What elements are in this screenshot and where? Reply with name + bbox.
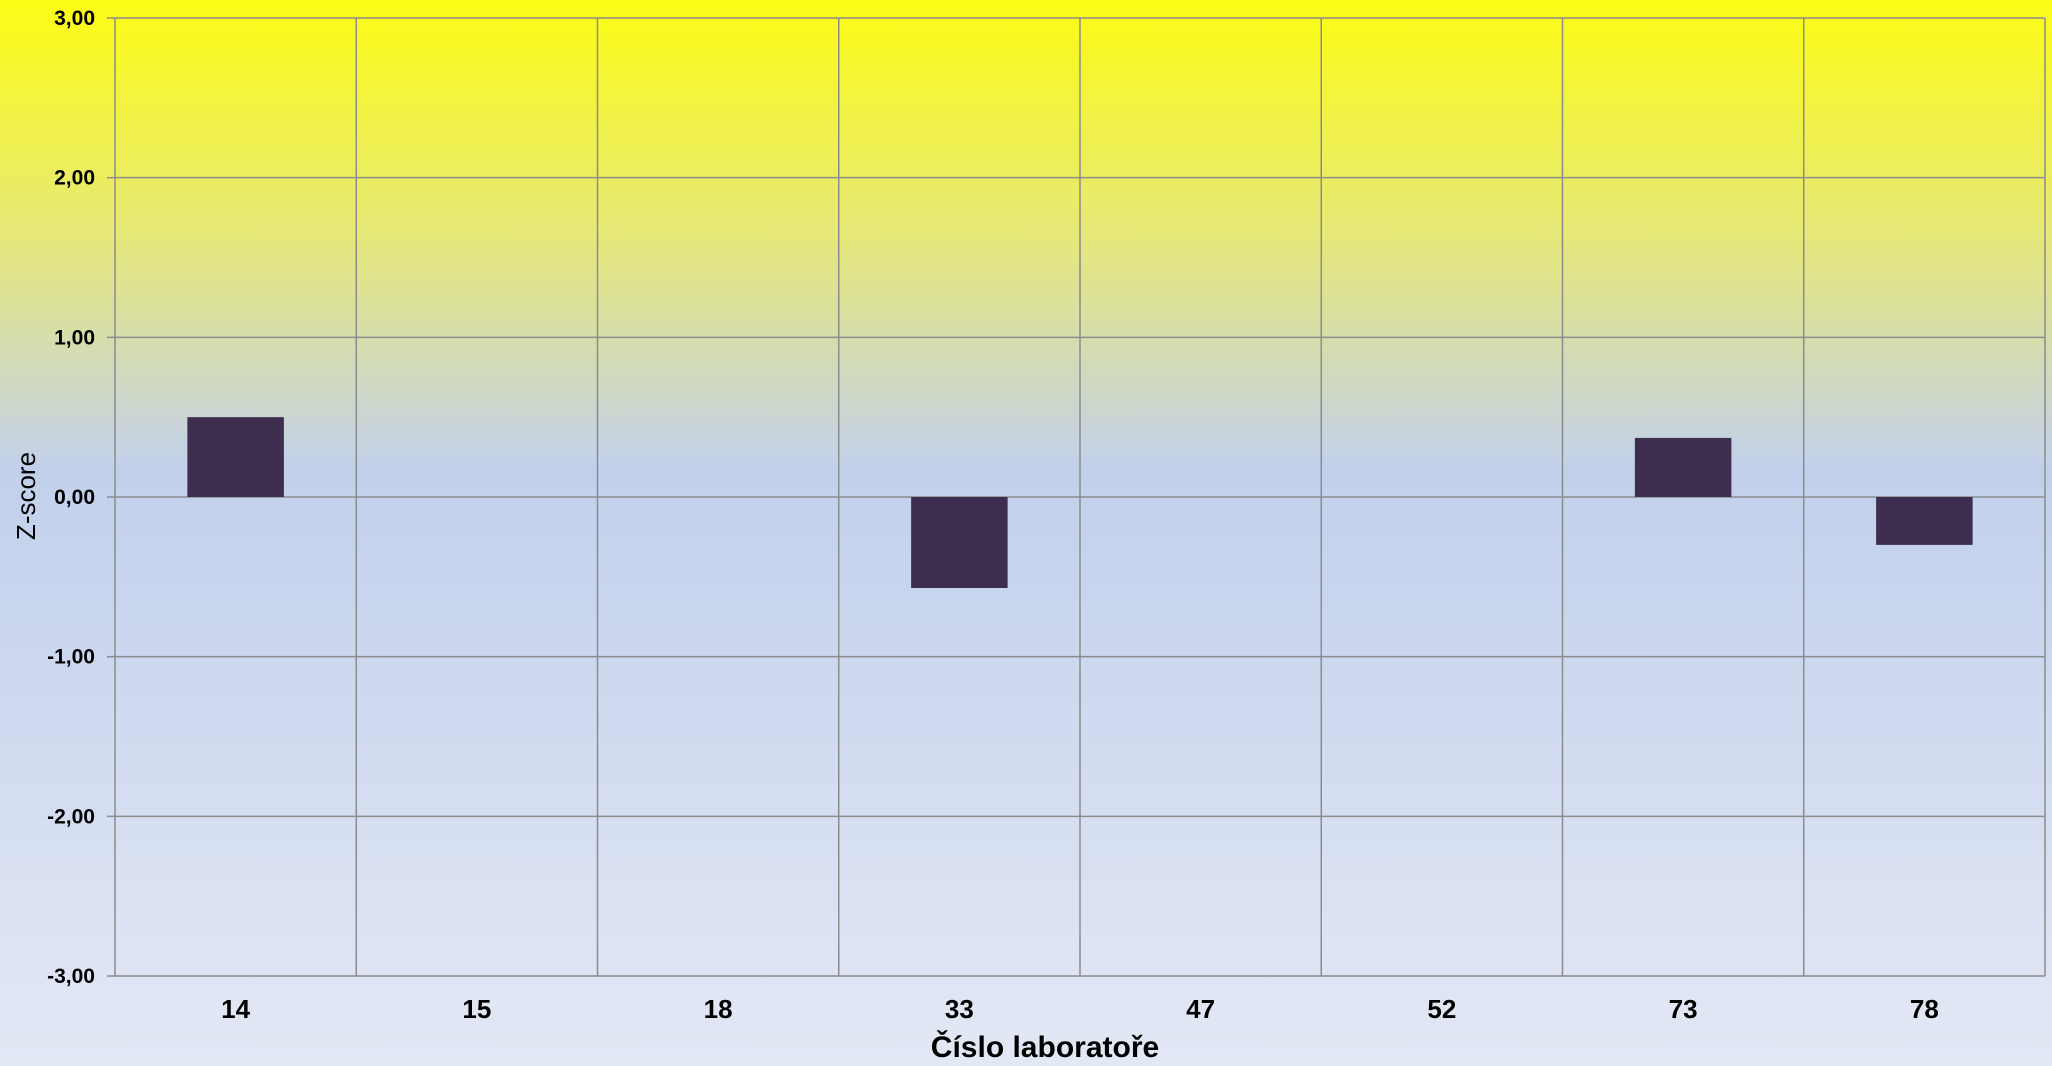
bar-lab-14 bbox=[187, 417, 284, 497]
grid-lines bbox=[107, 17, 2046, 977]
bar-lab-33 bbox=[911, 497, 1008, 589]
x-tick-label: 33 bbox=[945, 994, 974, 1024]
y-tick-labels: 3,00 2,00 1,00 0,00 -1,00 -2,00 -3,00 bbox=[47, 7, 95, 988]
x-tick-label: 15 bbox=[462, 994, 491, 1024]
x-axis-title: Číslo laboratoře bbox=[931, 1030, 1159, 1064]
x-tick-labels: 14 15 18 33 47 52 73 78 bbox=[221, 994, 1939, 1024]
y-tick-label: 2,00 bbox=[54, 167, 95, 190]
y-tick-label: 1,00 bbox=[54, 326, 95, 349]
bar-lab-78 bbox=[1876, 497, 1973, 545]
bars bbox=[187, 417, 1973, 589]
y-tick-label: -1,00 bbox=[47, 646, 95, 669]
x-tick-label: 78 bbox=[1910, 994, 1939, 1024]
x-tick-label: 14 bbox=[221, 994, 250, 1024]
x-tick-label: 47 bbox=[1186, 994, 1215, 1024]
x-tick-label: 18 bbox=[704, 994, 733, 1024]
y-tick-label: -3,00 bbox=[47, 965, 95, 988]
y-tick-label: 3,00 bbox=[54, 7, 95, 30]
x-tick-label: 52 bbox=[1427, 994, 1456, 1024]
y-axis-title: Z-score bbox=[11, 452, 41, 540]
bar-lab-73 bbox=[1634, 437, 1732, 497]
y-tick-label: 0,00 bbox=[54, 486, 95, 509]
y-tick-label: -2,00 bbox=[47, 805, 95, 828]
x-tick-label: 73 bbox=[1669, 994, 1698, 1024]
